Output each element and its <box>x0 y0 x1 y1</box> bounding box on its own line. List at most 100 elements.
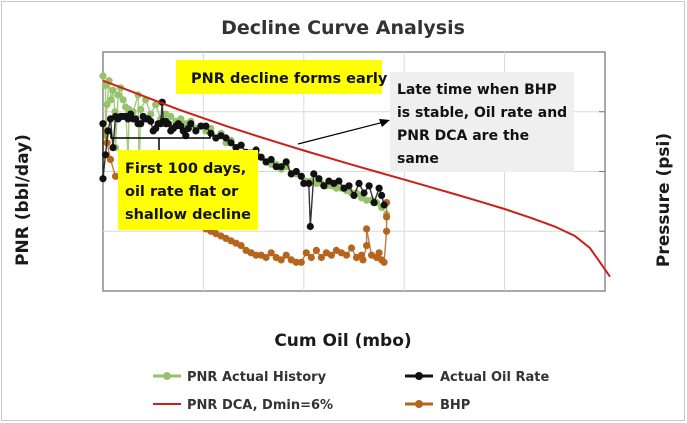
point-bhp-63 <box>363 225 371 233</box>
point-oil-rate-45 <box>237 141 245 149</box>
point-bhp-60 <box>383 213 391 221</box>
point-oil-rate-53 <box>277 163 285 171</box>
point-bhp-50 <box>347 244 356 252</box>
annotation-late-time: Late time when BHP is stable, Oil rate a… <box>297 72 574 172</box>
legend: PNR Actual History Actual Oil Rate PNR D… <box>153 370 549 413</box>
point-bhp-62 <box>359 256 367 264</box>
point-bhp-44 <box>317 253 325 262</box>
point-bhp-2 <box>106 155 115 164</box>
point-oil-rate-75 <box>380 201 388 209</box>
point-pnr-actual-7 <box>114 91 122 99</box>
annotation-first-100-line-3: shallow decline <box>125 207 251 223</box>
point-oil-rate-67 <box>345 182 353 190</box>
annotation-pnr-early-box <box>176 60 382 94</box>
annotation-first-100-line-1: First 100 days, <box>125 161 246 177</box>
chart-title: Decline Curve Analysis <box>221 17 465 39</box>
point-oil-rate-73 <box>375 184 383 192</box>
point-oil-rate-39 <box>207 129 215 137</box>
point-oil-rate-51 <box>267 155 275 164</box>
point-bhp-41 <box>302 249 310 257</box>
legend-marker-oil-rate <box>415 372 423 380</box>
legend-marker-bhp <box>415 400 423 408</box>
annotation-late-time-line-4: same <box>397 151 439 167</box>
point-pnr-actual-59 <box>363 196 371 204</box>
point-bhp-59 <box>383 227 391 235</box>
legend-item-bhp: BHP <box>405 398 470 413</box>
x-axis-title: Cum Oil (mbo) <box>274 331 411 351</box>
series-pnr-dca <box>102 79 611 278</box>
annotation-late-time-line-1: Late time when BHP <box>397 82 557 98</box>
point-bhp-34 <box>267 249 275 257</box>
point-oil-rate-70 <box>360 189 368 197</box>
point-bhp-49 <box>342 251 351 259</box>
legend-item-pnr-actual: PNR Actual History <box>153 370 327 385</box>
annotation-late-time-line-3: PNR DCA are the <box>397 128 529 144</box>
point-bhp-40 <box>297 258 305 266</box>
point-oil-rate-58 <box>300 179 308 187</box>
annotation-late-time-line-2: is stable, Oil rate and <box>397 105 567 121</box>
point-bhp-36 <box>277 256 285 264</box>
point-bhp-31 <box>252 251 260 259</box>
legend-item-pnr-dca: PNR DCA, Dmin=6% <box>153 398 333 413</box>
annotation-first-100-line-2: oil rate flat or <box>125 184 239 200</box>
point-pnr-actual-4 <box>107 96 115 104</box>
point-oil-rate-57 <box>297 172 305 180</box>
point-oil-rate-74 <box>378 191 386 199</box>
y-axis-title: PNR (bbl/day) <box>13 134 33 266</box>
point-pnr-actual-2 <box>103 101 111 109</box>
annotation-pnr-early: PNR decline forms early <box>176 60 388 94</box>
legend-marker-pnr-actual <box>163 372 171 380</box>
point-pnr-actual-14 <box>137 105 145 113</box>
point-oil-rate-59 <box>305 179 313 187</box>
point-oil-rate-2 <box>104 127 112 135</box>
point-oil-rate-0 <box>99 120 107 128</box>
point-oil-rate-54 <box>282 158 290 166</box>
annotation-first-100-box <box>118 150 258 230</box>
point-pnr-actual-5 <box>109 86 117 94</box>
point-oil-rate-71 <box>365 182 373 190</box>
point-oil-rate-35 <box>187 120 195 128</box>
point-oil-rate-52 <box>272 163 280 171</box>
point-bhp-37 <box>282 251 290 259</box>
point-oil-rate-49 <box>257 153 265 161</box>
annotation-late-time-arrowhead <box>379 119 390 127</box>
legend-label-pnr-dca: PNR DCA, Dmin=6% <box>187 398 333 413</box>
point-oil-rate-4 <box>109 144 117 152</box>
point-oil-rate-36 <box>192 127 200 135</box>
legend-item-oil-rate: Actual Oil Rate <box>405 370 549 385</box>
point-bhp-46 <box>327 251 335 259</box>
point-bhp-42 <box>307 253 315 262</box>
point-oil-rate-56 <box>292 167 300 176</box>
point-pnr-actual-20 <box>167 112 175 121</box>
y2-axis-title: Pressure (psi) <box>654 133 674 267</box>
point-bhp-58 <box>380 258 388 266</box>
point-oil-rate-38 <box>202 122 210 130</box>
point-oil-rate-37 <box>197 122 205 130</box>
point-oil-rate-68 <box>350 191 358 199</box>
series-oil-rate <box>99 98 388 231</box>
point-oil-rate-1 <box>101 151 110 159</box>
point-bhp-28 <box>237 242 245 250</box>
point-oil-rate-77 <box>306 222 314 231</box>
annotation-late-time-box <box>390 72 574 172</box>
point-pnr-actual-0 <box>99 72 107 80</box>
point-oil-rate-60 <box>310 170 318 178</box>
legend-label-pnr-actual: PNR Actual History <box>187 370 327 385</box>
point-oil-rate-42 <box>222 134 230 142</box>
series-pnr-dca-line <box>102 79 611 278</box>
point-oil-rate-69 <box>355 179 363 187</box>
annotation-pnr-early-text: PNR decline forms early <box>191 71 388 87</box>
point-oil-rate-65 <box>335 177 343 185</box>
point-bhp-3 <box>111 172 120 180</box>
point-bhp-53 <box>363 242 371 250</box>
point-pnr-actual-17 <box>152 101 160 109</box>
point-oil-rate-79 <box>162 117 170 125</box>
point-pnr-actual-9 <box>119 96 127 104</box>
point-oil-rate-19 <box>147 117 155 125</box>
annotation-first-100: First 100 days, oil rate flat or shallow… <box>110 132 258 230</box>
legend-label-oil-rate: Actual Oil Rate <box>440 370 549 385</box>
point-bhp-39 <box>292 258 300 266</box>
point-oil-rate-62 <box>320 182 328 190</box>
